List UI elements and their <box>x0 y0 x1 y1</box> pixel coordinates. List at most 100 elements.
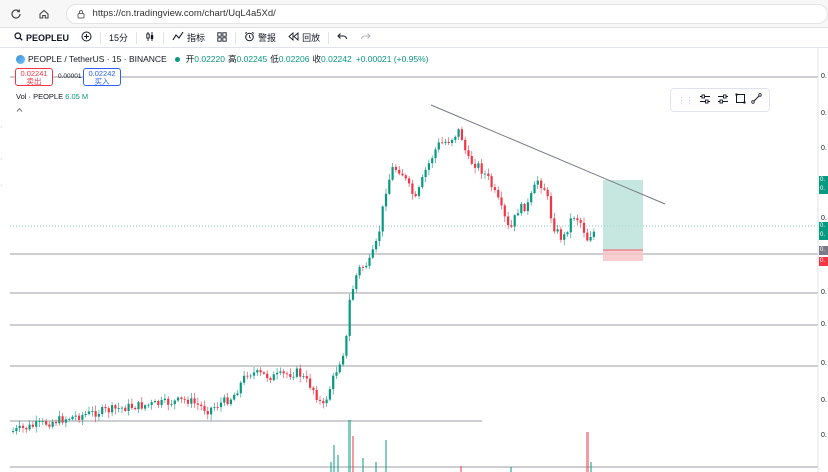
buy-button[interactable]: 0.02242 买入 <box>83 68 121 86</box>
candle-body <box>388 179 391 194</box>
toolbar-divider <box>163 31 165 44</box>
home-icon[interactable] <box>32 2 56 26</box>
candle-body <box>345 335 348 356</box>
candle-body <box>536 180 539 185</box>
candle-body <box>31 424 34 427</box>
rectangle-icon[interactable] <box>735 93 746 107</box>
left-edge-mark: · <box>0 156 3 163</box>
candle-body <box>107 408 110 413</box>
settings-sliders-icon[interactable] <box>699 94 711 107</box>
horizontal-lines <box>10 76 818 468</box>
candle-body <box>94 411 97 417</box>
candle-body <box>447 141 450 143</box>
trend-line-icon[interactable] <box>751 93 762 107</box>
axis-price-tag: 0. <box>819 231 828 240</box>
volume-bar <box>375 462 377 472</box>
redo-button[interactable] <box>354 28 377 48</box>
low-value: 0.02206 <box>278 54 310 64</box>
replay-button[interactable]: 回放 <box>282 28 326 48</box>
indicators-button[interactable]: 指标 <box>166 28 211 48</box>
candle-body <box>130 403 133 409</box>
candle-body <box>120 407 124 409</box>
candle-body <box>318 399 322 401</box>
candle-body <box>450 139 454 143</box>
candle-body <box>381 206 384 232</box>
volume-legend[interactable]: Vol · PEOPLE 6.05 M <box>16 92 88 101</box>
symbol-search-button[interactable]: PEOPLEU <box>0 28 75 48</box>
candlesticks <box>12 126 595 435</box>
candle-body <box>394 166 397 170</box>
candle-body <box>582 222 586 233</box>
volume-bar <box>460 466 462 472</box>
candle-body <box>193 398 196 404</box>
candle-body <box>246 375 249 377</box>
collapse-legend-icon[interactable] <box>16 106 23 115</box>
templates-button[interactable] <box>211 28 233 48</box>
candle-body <box>64 419 67 423</box>
candle-body <box>305 376 308 379</box>
candle-body <box>543 188 546 190</box>
long-position-loss-zone[interactable] <box>603 250 643 261</box>
candle-body <box>526 202 529 212</box>
spread-value: 0.00001 <box>58 73 82 80</box>
candle-body <box>292 376 295 378</box>
compare-symbol-button[interactable] <box>75 28 98 48</box>
interval-button[interactable]: 15分 <box>109 33 129 43</box>
candle-body <box>183 399 186 400</box>
sell-button[interactable]: 0.02241 卖出 <box>15 68 53 86</box>
candle-body <box>157 401 160 406</box>
candle-body <box>483 173 487 175</box>
address-bar[interactable]: https://cn.tradingview.com/chart/UqL4a5X… <box>65 3 828 24</box>
open-value: 0.02220 <box>194 54 225 64</box>
candle-body <box>71 416 74 420</box>
candle-body <box>559 229 562 240</box>
candle-body <box>328 389 331 400</box>
legend-pair[interactable]: PEOPLE / TetherUS · 15 · BINANCE <box>28 54 167 64</box>
drag-handle-icon[interactable]: ⋮⋮ <box>677 95 694 105</box>
candle-body <box>117 408 120 409</box>
candle-body <box>137 402 140 410</box>
axis-price-tag: 0. <box>819 185 828 194</box>
plus-circle-icon <box>81 31 92 44</box>
candle-body <box>210 407 213 415</box>
undo-button[interactable] <box>331 28 354 48</box>
candle-body <box>480 163 483 174</box>
candle-body <box>431 158 434 164</box>
axis-price-tag: 0. <box>819 246 828 255</box>
long-position-profit-zone[interactable] <box>603 180 643 250</box>
candle-body <box>259 370 262 373</box>
chart-toolbar: PEOPLEU 15分 指标 警报 回放 <box>0 28 828 48</box>
axis-tick-label: 0. <box>821 360 827 367</box>
alert-button[interactable]: 警报 <box>238 28 282 48</box>
candle-body <box>177 397 180 401</box>
candle-body <box>233 394 236 400</box>
toolbar-divider <box>328 31 330 44</box>
high-label: 高 <box>227 54 237 64</box>
candle-body <box>384 193 388 207</box>
volume-bar <box>352 436 354 472</box>
candle-body <box>470 156 473 164</box>
change-value: +0.00021 (+0.95%) <box>355 54 429 64</box>
browser-bar: https://cn.tradingview.com/chart/UqL4a5X… <box>0 0 828 28</box>
candle-body <box>540 180 543 189</box>
trend-line[interactable] <box>430 104 666 205</box>
candle-body <box>147 404 150 406</box>
price-chart[interactable] <box>0 48 828 472</box>
alert-clock-icon <box>244 31 255 45</box>
symbol-legend: PEOPLE / TetherUS · 15 · BINANCE 开 0.0222… <box>16 53 429 65</box>
candle-body <box>160 399 163 406</box>
candle-body <box>507 216 510 226</box>
candle-body <box>295 368 298 377</box>
candle-body <box>84 413 87 416</box>
candle-body <box>408 178 411 184</box>
candle-body <box>477 163 480 168</box>
candle-body <box>434 149 437 159</box>
refresh-icon[interactable] <box>4 2 28 26</box>
candle-body <box>338 364 341 373</box>
chart-type-button[interactable] <box>139 28 161 48</box>
candle-body <box>427 163 430 170</box>
candle-body <box>312 387 315 390</box>
candle-body <box>78 415 81 420</box>
line-style-icon[interactable] <box>717 94 729 107</box>
candle-body <box>437 142 440 150</box>
